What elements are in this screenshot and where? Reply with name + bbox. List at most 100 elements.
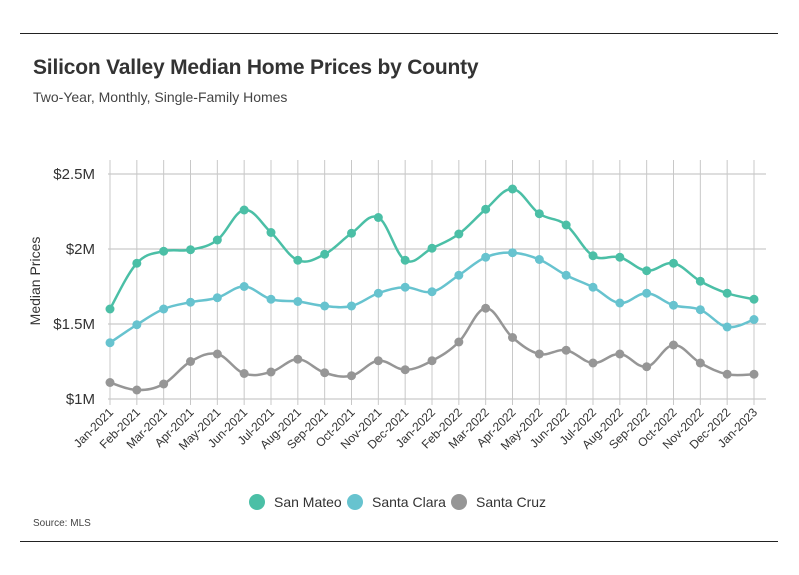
data-point-santa-clara [212, 293, 222, 303]
series-santa-cruz [105, 303, 759, 395]
data-point-santa-clara [642, 288, 652, 298]
y-axis-label: Median Prices [27, 237, 43, 326]
data-point-san-mateo [561, 220, 571, 230]
data-point-santa-clara [669, 300, 678, 310]
chart-subtitle: Two-Year, Monthly, Single-Family Homes [33, 89, 288, 105]
data-point-santa-cruz [373, 356, 383, 366]
y-tick-label: $1M [66, 391, 95, 408]
data-point-santa-clara [186, 297, 195, 307]
data-point-santa-clara [454, 270, 464, 280]
data-point-san-mateo [132, 258, 142, 268]
data-point-san-mateo [454, 229, 464, 239]
y-tick-label: $1.5M [53, 316, 95, 333]
data-point-san-mateo [669, 258, 678, 268]
data-point-santa-cruz [320, 368, 330, 378]
data-point-san-mateo [347, 228, 356, 238]
data-point-san-mateo [105, 304, 115, 314]
legend-label-santa-cruz: Santa Cruz [476, 494, 546, 510]
data-point-san-mateo [534, 209, 544, 219]
legend-swatch-santa-clara [347, 494, 363, 510]
data-point-santa-clara [320, 301, 330, 311]
legend: San Mateo Santa Clara Santa Cruz [249, 494, 546, 510]
data-point-santa-cruz [132, 385, 142, 395]
chart-title: Silicon Valley Median Home Prices by Cou… [33, 56, 479, 79]
data-point-santa-clara [132, 320, 142, 330]
data-point-santa-cruz [669, 340, 678, 350]
data-point-santa-cruz [642, 362, 652, 372]
legend-swatch-san-mateo [249, 494, 265, 510]
data-point-san-mateo [159, 246, 169, 256]
data-point-san-mateo [266, 228, 276, 237]
data-point-santa-clara [534, 255, 544, 264]
data-point-santa-cruz [695, 358, 705, 368]
legend-label-san-mateo: San Mateo [274, 494, 342, 510]
data-point-santa-clara [427, 287, 437, 297]
source-note: Source: MLS [33, 518, 91, 529]
data-point-san-mateo [508, 184, 517, 194]
data-point-santa-cruz [615, 349, 625, 359]
data-point-santa-clara [159, 304, 169, 314]
data-point-san-mateo [481, 204, 491, 214]
data-point-santa-cruz [749, 369, 759, 379]
data-point-santa-clara [722, 322, 732, 332]
data-point-santa-cruz [534, 349, 544, 359]
y-tick-labels: $1M $1.5M $2M $2.5M [53, 166, 95, 408]
data-point-santa-clara [239, 282, 249, 291]
data-point-santa-clara [266, 294, 276, 304]
data-point-santa-cruz [508, 333, 517, 342]
data-point-santa-cruz [239, 369, 249, 378]
series-san-mateo [105, 184, 759, 314]
legend-item-san-mateo: San Mateo [249, 494, 342, 510]
data-point-santa-clara [588, 282, 598, 292]
data-point-santa-cruz [266, 367, 276, 377]
series-santa-clara [105, 248, 759, 348]
grid [108, 160, 766, 405]
data-point-santa-cruz [159, 379, 169, 389]
data-point-san-mateo [695, 276, 705, 286]
data-point-san-mateo [427, 243, 437, 253]
data-point-santa-cruz [186, 357, 195, 366]
data-point-santa-clara [615, 298, 625, 308]
data-point-santa-cruz [481, 303, 491, 313]
legend-swatch-santa-cruz [451, 494, 467, 510]
data-point-san-mateo [373, 213, 383, 222]
data-point-santa-cruz [105, 378, 115, 387]
data-point-san-mateo [239, 205, 249, 215]
data-point-santa-clara [293, 297, 303, 306]
data-point-san-mateo [588, 251, 598, 261]
data-point-santa-clara [400, 282, 410, 292]
data-point-san-mateo [212, 235, 222, 245]
legend-item-santa-cruz: Santa Cruz [451, 494, 546, 510]
data-point-santa-cruz [400, 365, 410, 375]
data-point-san-mateo [186, 245, 195, 255]
data-point-santa-clara [749, 315, 759, 324]
data-point-san-mateo [749, 294, 759, 304]
data-point-santa-cruz [427, 356, 437, 366]
data-point-santa-clara [347, 301, 356, 311]
bottom-rule [20, 541, 778, 542]
legend-label-santa-clara: Santa Clara [372, 494, 446, 510]
data-point-san-mateo [400, 255, 410, 265]
y-tick-label: $2.5M [53, 166, 95, 183]
data-point-santa-clara [481, 252, 491, 262]
data-point-san-mateo [642, 266, 652, 276]
data-point-san-mateo [722, 288, 732, 298]
data-point-santa-cruz [293, 354, 303, 364]
data-point-santa-cruz [722, 369, 732, 379]
data-point-santa-clara [508, 248, 517, 258]
data-point-san-mateo [293, 255, 303, 265]
data-point-santa-clara [105, 338, 115, 348]
data-point-san-mateo [615, 252, 625, 262]
series-layer [105, 184, 759, 395]
data-point-santa-clara [373, 288, 383, 298]
data-point-santa-cruz [561, 345, 571, 355]
data-point-san-mateo [320, 249, 330, 259]
data-point-santa-cruz [212, 349, 222, 359]
legend-item-santa-clara: Santa Clara [347, 494, 446, 510]
data-point-santa-cruz [454, 337, 464, 347]
y-tick-label: $2M [66, 241, 95, 258]
data-point-santa-clara [561, 270, 571, 280]
top-rule [20, 33, 778, 34]
data-point-santa-cruz [588, 358, 598, 368]
